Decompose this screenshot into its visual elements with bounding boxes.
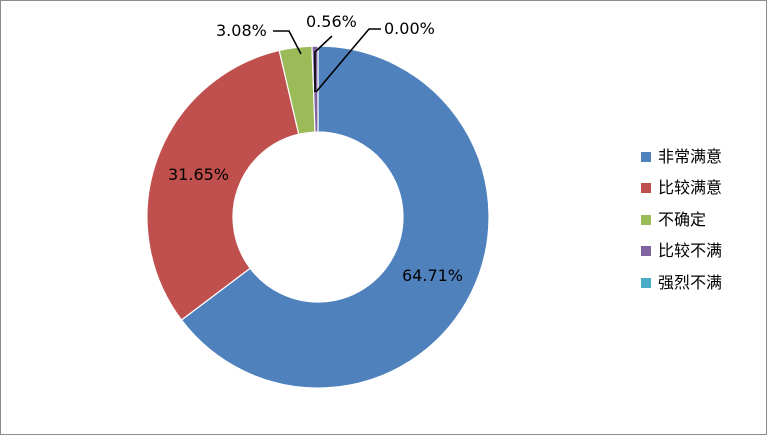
- legend-item-2: 不确定: [641, 204, 761, 236]
- legend-item-3: 比较不满: [641, 236, 761, 268]
- data-label-2: 3.08%: [216, 21, 267, 40]
- legend-swatch-0: [641, 151, 651, 162]
- legend-swatch-1: [641, 183, 651, 194]
- legend-item-0: 非常满意: [641, 141, 761, 173]
- leader-line-4: [315, 28, 381, 93]
- legend-label-0: 非常满意: [658, 146, 723, 166]
- legend-label-4: 强烈不满: [658, 272, 723, 292]
- data-label-0: 64.71%: [402, 266, 463, 285]
- slice-1: [146, 49, 300, 321]
- chart-legend: 非常满意比较满意不确定比较不满强烈不满: [641, 141, 761, 299]
- legend-swatch-3: [641, 246, 651, 257]
- legend-swatch-2: [641, 214, 651, 225]
- legend-item-4: 强烈不满: [641, 267, 761, 299]
- data-label-1: 31.65%: [168, 165, 229, 184]
- data-label-4: 0.00%: [384, 19, 435, 38]
- legend-label-3: 比较不满: [658, 241, 723, 261]
- leader-line-2: [273, 30, 302, 55]
- legend-label-1: 比较满意: [658, 178, 723, 198]
- data-label-3: 0.56%: [306, 12, 357, 31]
- leader-line-3: [314, 35, 333, 92]
- legend-swatch-4: [641, 277, 651, 288]
- slice-0: [180, 45, 490, 389]
- legend-label-2: 不确定: [658, 209, 707, 229]
- legend-item-1: 比较满意: [641, 173, 761, 205]
